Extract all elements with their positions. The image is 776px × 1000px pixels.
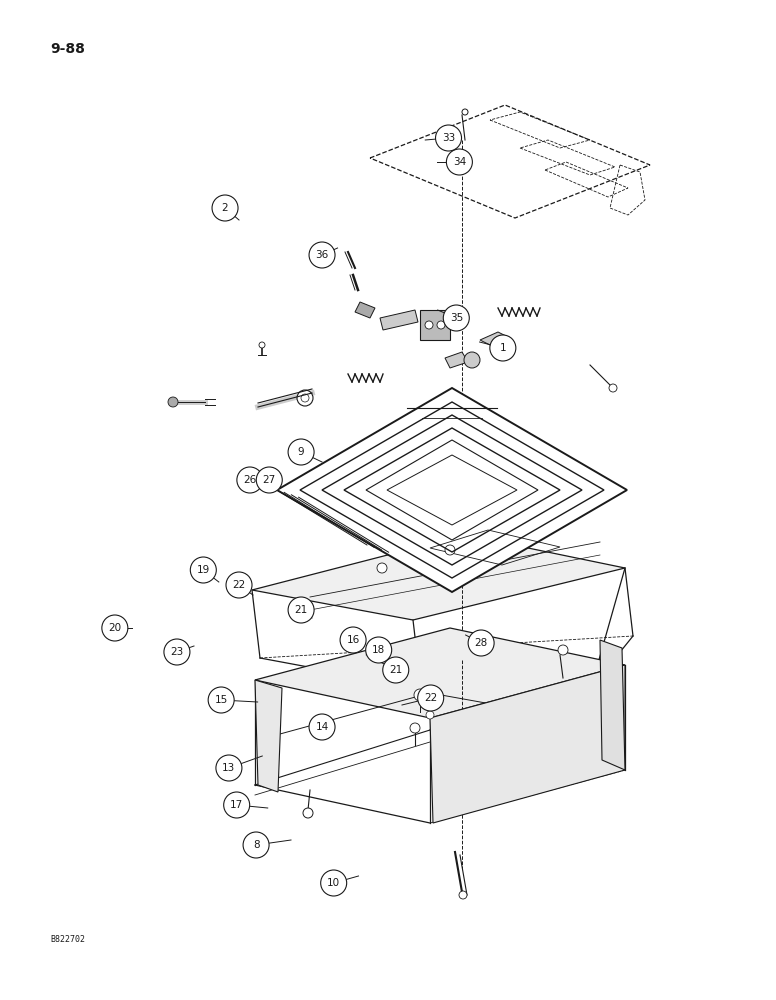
Circle shape — [190, 557, 217, 583]
Circle shape — [426, 711, 434, 719]
Circle shape — [208, 687, 234, 713]
Text: 10: 10 — [327, 878, 340, 888]
Circle shape — [168, 397, 178, 407]
Circle shape — [259, 342, 265, 348]
Circle shape — [309, 714, 335, 740]
Circle shape — [437, 321, 445, 329]
Polygon shape — [252, 535, 625, 620]
Circle shape — [410, 723, 420, 733]
Text: 8: 8 — [253, 840, 259, 850]
Text: 17: 17 — [230, 800, 244, 810]
Text: 2: 2 — [222, 203, 228, 213]
Text: 13: 13 — [222, 763, 236, 773]
Circle shape — [377, 563, 387, 573]
Circle shape — [443, 305, 469, 331]
Circle shape — [417, 685, 444, 711]
Text: 9-88: 9-88 — [50, 42, 85, 56]
Text: 34: 34 — [452, 157, 466, 167]
Circle shape — [464, 352, 480, 368]
Circle shape — [340, 627, 366, 653]
Text: 27: 27 — [262, 475, 276, 485]
Circle shape — [288, 439, 314, 465]
Circle shape — [301, 394, 309, 402]
Polygon shape — [380, 310, 418, 330]
Circle shape — [609, 384, 617, 392]
Circle shape — [102, 615, 128, 641]
Polygon shape — [600, 640, 625, 770]
Circle shape — [558, 645, 568, 655]
Text: 15: 15 — [214, 695, 228, 705]
Circle shape — [414, 689, 426, 701]
Text: 21: 21 — [389, 665, 403, 675]
Text: 20: 20 — [109, 623, 121, 633]
Text: 9: 9 — [298, 447, 304, 457]
Circle shape — [243, 832, 269, 858]
Circle shape — [462, 109, 468, 115]
Circle shape — [297, 390, 313, 406]
Text: 14: 14 — [315, 722, 329, 732]
Text: 33: 33 — [442, 133, 456, 143]
Circle shape — [309, 242, 335, 268]
Text: 28: 28 — [474, 638, 488, 648]
Circle shape — [303, 808, 313, 818]
Text: 21: 21 — [294, 605, 308, 615]
FancyBboxPatch shape — [420, 310, 450, 340]
Circle shape — [226, 572, 252, 598]
Polygon shape — [355, 302, 375, 318]
Polygon shape — [430, 665, 625, 823]
Circle shape — [435, 125, 462, 151]
Polygon shape — [255, 628, 625, 718]
Circle shape — [164, 639, 190, 665]
Text: 16: 16 — [346, 635, 360, 645]
Text: 26: 26 — [243, 475, 257, 485]
Polygon shape — [255, 680, 282, 792]
Text: 22: 22 — [424, 693, 438, 703]
Text: 23: 23 — [170, 647, 184, 657]
Circle shape — [320, 870, 347, 896]
Circle shape — [490, 335, 516, 361]
Circle shape — [445, 545, 455, 555]
Polygon shape — [277, 388, 627, 592]
Circle shape — [365, 637, 392, 663]
Circle shape — [237, 467, 263, 493]
Circle shape — [216, 755, 242, 781]
Circle shape — [425, 321, 433, 329]
Text: B822702: B822702 — [50, 935, 85, 944]
Polygon shape — [445, 352, 468, 368]
Polygon shape — [480, 332, 510, 346]
Text: 36: 36 — [315, 250, 329, 260]
Circle shape — [223, 792, 250, 818]
Circle shape — [468, 630, 494, 656]
Text: 18: 18 — [372, 645, 386, 655]
Circle shape — [212, 195, 238, 221]
Circle shape — [459, 891, 467, 899]
Text: 1: 1 — [500, 343, 506, 353]
Text: 22: 22 — [232, 580, 246, 590]
Circle shape — [256, 467, 282, 493]
Text: 19: 19 — [196, 565, 210, 575]
Circle shape — [446, 149, 473, 175]
Text: 35: 35 — [449, 313, 463, 323]
Circle shape — [383, 657, 409, 683]
Circle shape — [288, 597, 314, 623]
